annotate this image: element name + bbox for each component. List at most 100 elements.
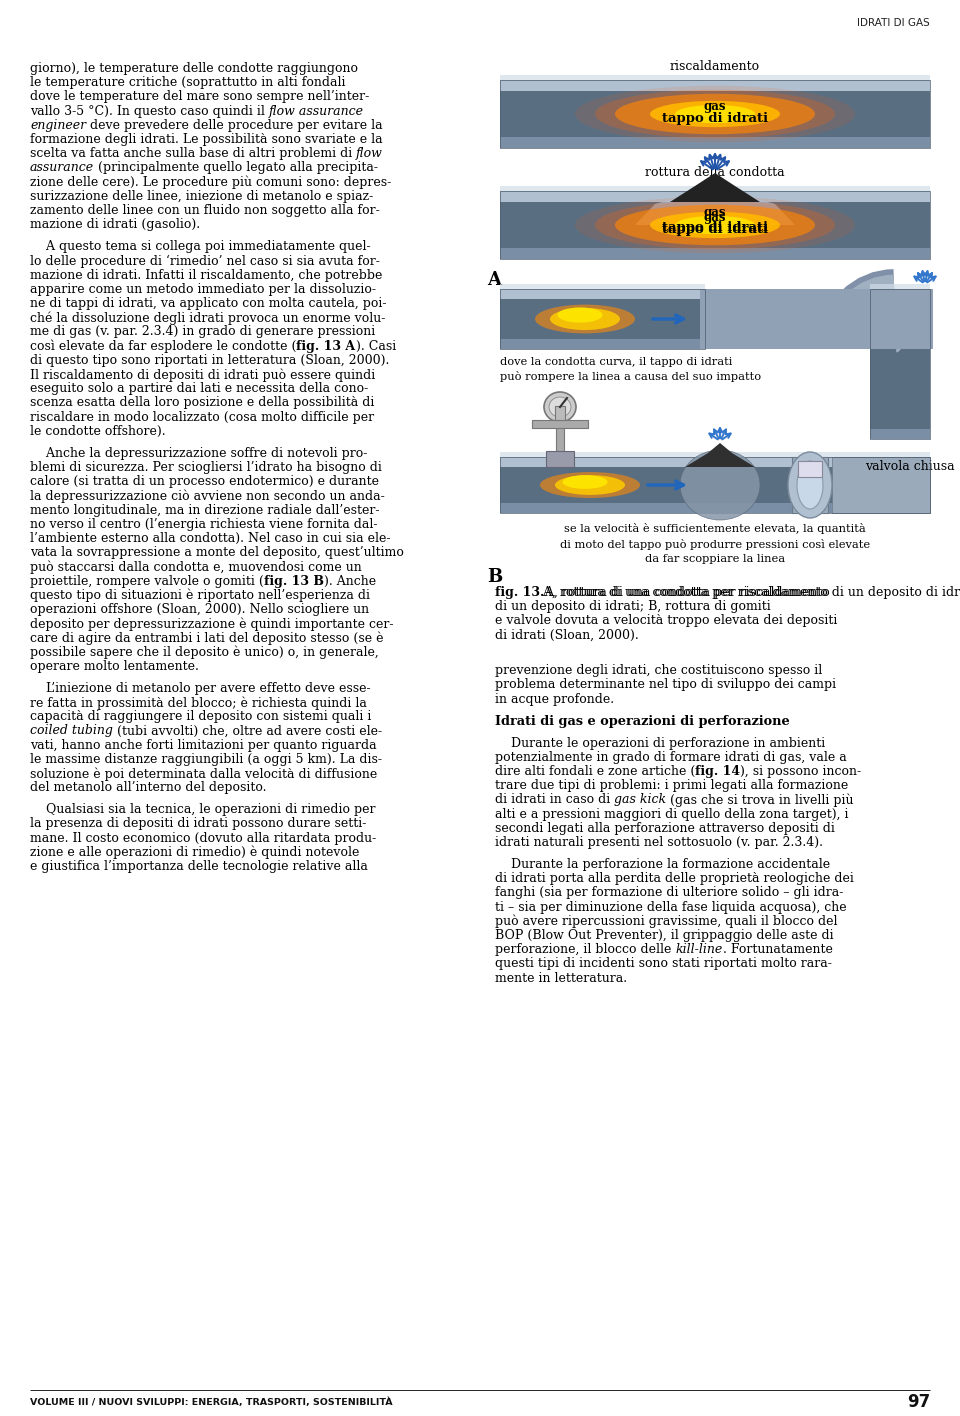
Text: ti – sia per diminuzione della fase liquida acquosa), che: ti – sia per diminuzione della fase liqu…: [495, 901, 847, 913]
Text: alti e a pressioni maggiori di quello della zona target), i: alti e a pressioni maggiori di quello de…: [495, 807, 849, 820]
Ellipse shape: [544, 392, 576, 422]
Text: trare due tipi di problemi: i primi legati alla formazione: trare due tipi di problemi: i primi lega…: [495, 779, 849, 792]
Ellipse shape: [797, 462, 823, 508]
Text: no verso il centro (l’energia richiesta viene fornita dal-: no verso il centro (l’energia richiesta …: [30, 518, 377, 531]
Text: idrati naturali presenti nel sottosuolo (v. par. 2.3.4).: idrati naturali presenti nel sottosuolo …: [495, 835, 823, 850]
Text: fig. 13 A: fig. 13 A: [297, 340, 355, 353]
Text: formazione degli idrati. Le possibilità sono svariate e la: formazione degli idrati. Le possibilità …: [30, 133, 383, 146]
Text: scenza esatta della loro posizione e della possibilità di: scenza esatta della loro posizione e del…: [30, 396, 374, 409]
Ellipse shape: [595, 89, 835, 139]
Bar: [500, 467, 930, 503]
Ellipse shape: [563, 476, 608, 489]
Text: vati, hanno anche forti limitazioni per quanto riguarda: vati, hanno anche forti limitazioni per …: [30, 739, 376, 752]
Text: ché la dissoluzione degli idrati provoca un enorme volu-: ché la dissoluzione degli idrati provoca…: [30, 312, 385, 324]
Text: capacità di raggiungere il deposito con sistemi quali i: capacità di raggiungere il deposito con …: [30, 711, 372, 724]
Ellipse shape: [558, 307, 603, 323]
Text: secondi legati alla perforazione attraverso depositi di: secondi legati alla perforazione attrave…: [495, 821, 835, 834]
Text: può avere ripercussioni gravissime, quali il blocco del: può avere ripercussioni gravissime, qual…: [495, 915, 837, 929]
Text: valvola chiusa: valvola chiusa: [865, 460, 954, 473]
Text: gas: gas: [704, 211, 727, 224]
Text: giorno), le temperature delle condotte raggiungono: giorno), le temperature delle condotte r…: [30, 62, 358, 75]
Text: del metanolo all’interno del deposito.: del metanolo all’interno del deposito.: [30, 782, 267, 794]
Text: lo delle procedure di ‘rimedio’ nel caso si sia avuta for-: lo delle procedure di ‘rimedio’ nel caso…: [30, 255, 380, 268]
Bar: [500, 202, 930, 248]
Bar: [546, 452, 574, 467]
Text: fig. 13 B: fig. 13 B: [264, 575, 324, 588]
Text: soluzione è poi determinata dalla velocità di diffusione: soluzione è poi determinata dalla veloci…: [30, 767, 377, 780]
Ellipse shape: [675, 105, 755, 123]
Bar: [500, 79, 930, 91]
Ellipse shape: [575, 197, 855, 253]
Bar: [700, 289, 933, 348]
Text: Qualsiasi sia la tecnica, le operazioni di rimedio per: Qualsiasi sia la tecnica, le operazioni …: [30, 803, 375, 816]
Ellipse shape: [540, 472, 640, 498]
Text: di un deposito di idrati; B, rottura di gomiti: di un deposito di idrati; B, rottura di …: [495, 600, 771, 613]
Text: A, rottura di una condotta per riscaldamento: A, rottura di una condotta per riscaldam…: [541, 586, 829, 599]
Bar: [500, 75, 930, 79]
Text: tappo di idrati: tappo di idrati: [662, 221, 768, 234]
Text: le condotte offshore).: le condotte offshore).: [30, 425, 166, 438]
Text: assurance: assurance: [30, 161, 94, 174]
Text: BOP (Blow Out Preventer), il grippaggio delle aste di: BOP (Blow Out Preventer), il grippaggio …: [495, 929, 833, 942]
Ellipse shape: [650, 212, 780, 238]
Text: (tubi avvolti) che, oltre ad avere costi ele-: (tubi avvolti) che, oltre ad avere costi…: [113, 725, 382, 738]
Bar: [500, 248, 930, 259]
Text: se la velocità è sufficientemente elevata, la quantità
di moto del tappo può pro: se la velocità è sufficientemente elevat…: [560, 523, 870, 564]
Ellipse shape: [535, 304, 635, 333]
Text: coiled tubing: coiled tubing: [30, 725, 113, 738]
Text: e valvole dovuta a velocità troppo elevata dei depositi: e valvole dovuta a velocità troppo eleva…: [495, 615, 837, 627]
Bar: [500, 289, 705, 299]
Bar: [500, 457, 930, 513]
Text: di idrati in caso di: di idrati in caso di: [495, 793, 614, 806]
Bar: [555, 406, 565, 421]
Bar: [798, 462, 822, 477]
Ellipse shape: [615, 205, 815, 245]
Text: riscaldare in modo localizzato (cosa molto difficile per: riscaldare in modo localizzato (cosa mol…: [30, 411, 374, 423]
Text: (principalmente quello legato alla precipita-: (principalmente quello legato alla preci…: [94, 161, 378, 174]
Text: mento longitudinale, ma in direzione radiale dall’ester-: mento longitudinale, ma in direzione rad…: [30, 504, 379, 517]
Bar: [500, 79, 930, 149]
Text: . Fortunatamente: . Fortunatamente: [723, 943, 832, 956]
Text: Durante le operazioni di perforazione in ambienti: Durante le operazioni di perforazione in…: [495, 736, 826, 749]
Ellipse shape: [788, 452, 832, 518]
Text: Anche la depressurizzazione soffre di notevoli pro-: Anche la depressurizzazione soffre di no…: [30, 447, 368, 460]
Text: surizzazione delle linee, iniezione di metanolo e spiaz-: surizzazione delle linee, iniezione di m…: [30, 190, 373, 202]
Bar: [870, 285, 930, 289]
Text: e giustifica l’importanza delle tecnologie relative alla: e giustifica l’importanza delle tecnolog…: [30, 860, 368, 874]
Bar: [500, 285, 705, 289]
Text: apparire come un metodo immediato per la dissoluzio-: apparire come un metodo immediato per la…: [30, 283, 376, 296]
Text: fig. 14: fig. 14: [695, 765, 740, 777]
Bar: [500, 299, 705, 338]
Text: la depressurizzazione ciò avviene non secondo un anda-: la depressurizzazione ciò avviene non se…: [30, 490, 385, 503]
Text: Durante la perforazione la formazione accidentale: Durante la perforazione la formazione ac…: [495, 858, 830, 871]
Text: gas: gas: [704, 205, 727, 218]
Text: kill-line: kill-line: [676, 943, 723, 956]
Ellipse shape: [615, 93, 815, 135]
Bar: [500, 137, 930, 149]
Text: questo tipo di situazioni è riportato nell’esperienza di: questo tipo di situazioni è riportato ne…: [30, 589, 370, 602]
Text: vallo 3-5 °C). In questo caso quindi il: vallo 3-5 °C). In questo caso quindi il: [30, 105, 269, 118]
Bar: [870, 429, 930, 439]
Text: tappo di idrati: tappo di idrati: [662, 224, 768, 236]
Bar: [500, 289, 705, 348]
Ellipse shape: [680, 450, 760, 520]
Text: gas kick: gas kick: [614, 793, 666, 806]
Text: l’ambiente esterno alla condotta). Nel caso in cui sia ele-: l’ambiente esterno alla condotta). Nel c…: [30, 532, 391, 545]
Text: IDRATI DI GAS: IDRATI DI GAS: [857, 18, 930, 28]
Text: rottura della condotta: rottura della condotta: [645, 166, 785, 178]
Ellipse shape: [575, 85, 855, 143]
Text: perforazione, il blocco delle: perforazione, il blocco delle: [495, 943, 676, 956]
Bar: [532, 421, 588, 428]
Text: le temperature critiche (soprattutto in alti fondali: le temperature critiche (soprattutto in …: [30, 76, 346, 89]
Text: gas: gas: [704, 101, 727, 113]
Polygon shape: [685, 443, 755, 467]
Text: di idrati (Sloan, 2000).: di idrati (Sloan, 2000).: [495, 629, 638, 641]
Bar: [870, 289, 930, 299]
Text: calore (si tratta di un processo endotermico) e durante: calore (si tratta di un processo endoter…: [30, 476, 379, 489]
Text: re fatta in prossimità del blocco; è richiesta quindi la: re fatta in prossimità del blocco; è ric…: [30, 697, 367, 709]
Bar: [556, 423, 564, 453]
Bar: [870, 289, 930, 439]
Text: mazione di idrati. Infatti il riscaldamento, che potrebbe: mazione di idrati. Infatti il riscaldame…: [30, 269, 382, 282]
Text: vata la sovrappressione a monte del deposito, quest’ultimo: vata la sovrappressione a monte del depo…: [30, 547, 404, 559]
Text: ne di tappi di idrati, va applicato con molta cautela, poi-: ne di tappi di idrati, va applicato con …: [30, 297, 387, 310]
